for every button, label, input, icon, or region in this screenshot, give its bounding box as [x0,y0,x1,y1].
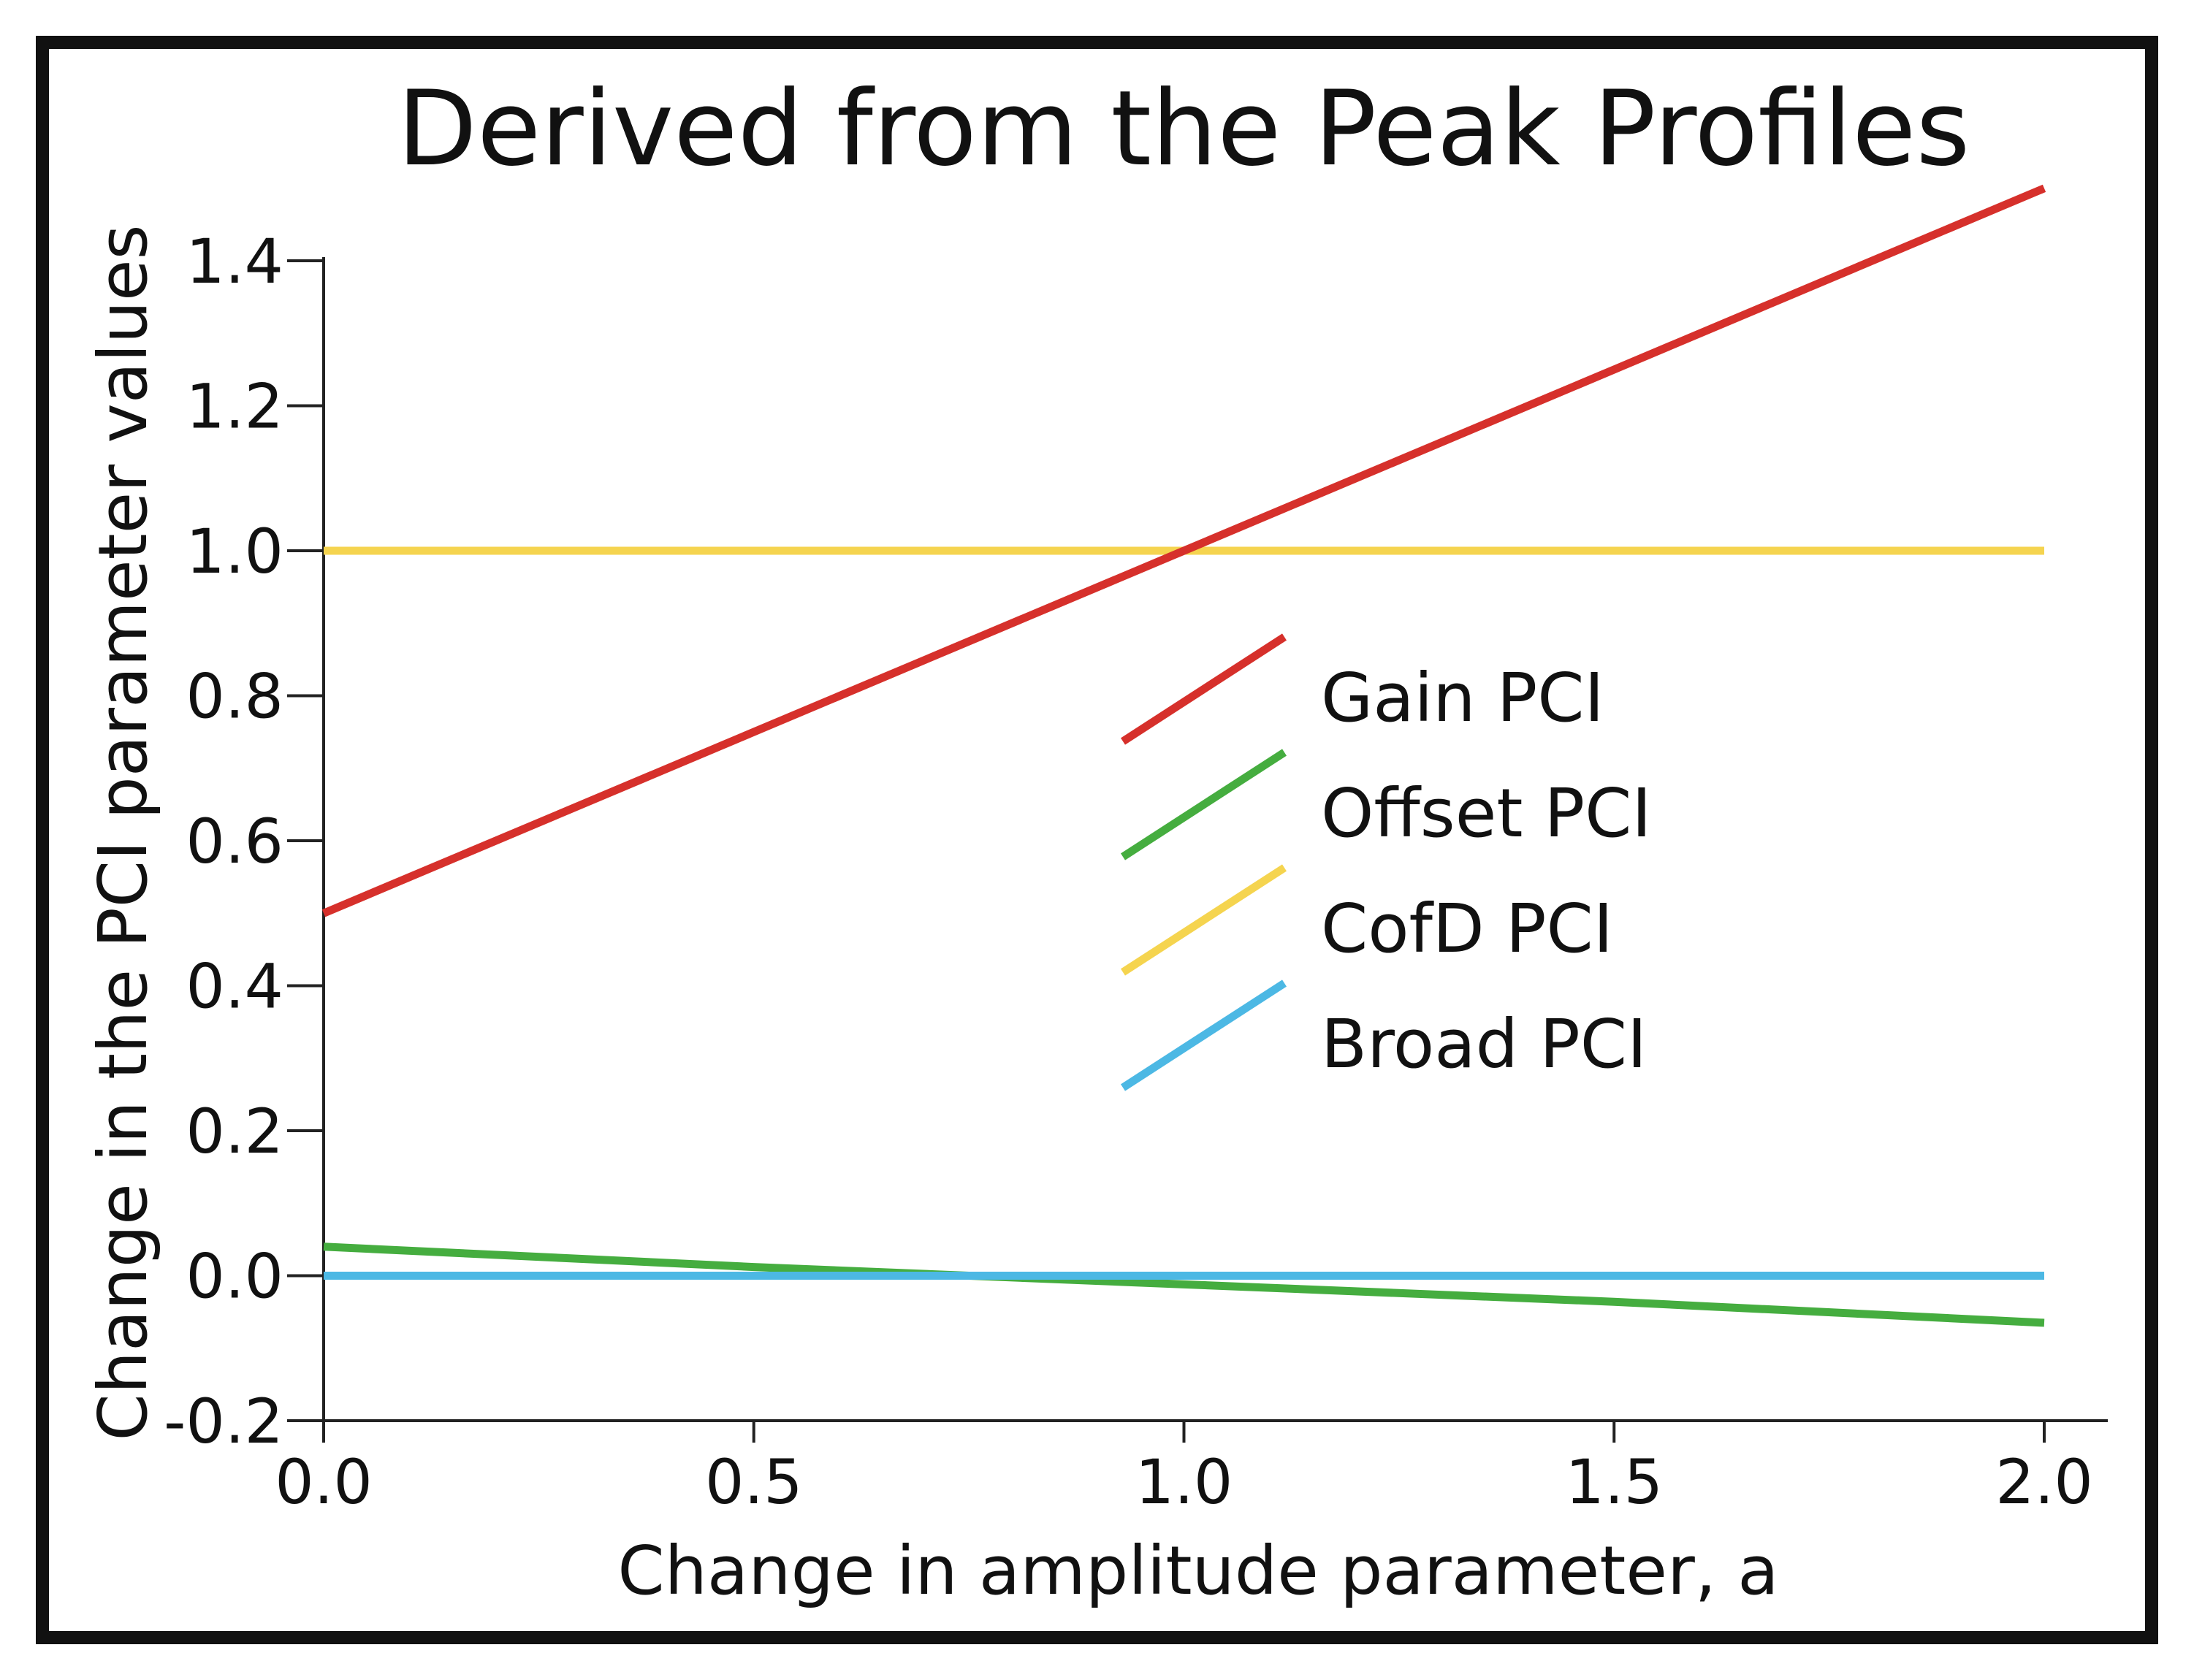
y-tick-label: 0.0 [186,1241,283,1313]
legend-swatch-cofd-pci [1121,864,1287,976]
axes-layer: -0.20.00.20.40.60.81.01.21.40.0 0.5 1.0 1.5… [164,226,2108,1518]
legend-swatch-gain-pci [1121,633,1287,745]
y-axis-label: Change in the PCI parameter values [84,224,162,1440]
series-line-gain-pci [321,184,2046,917]
legend-label-gain-pci: Gain PCI [1321,659,1604,737]
x-axis-label: Change in amplitude parameter, a [617,1532,1778,1610]
x-tick-label: 0.5 [705,1446,803,1518]
legend-swatch-offset-pci [1121,749,1287,860]
y-tick-label: 1.0 [186,516,283,587]
y-tick-label: 0.2 [186,1096,283,1167]
series-layer [321,184,2046,1327]
y-axis-label-group: Change in the PCI parameter values [84,224,162,1440]
x-tick-label: 1.5 [1565,1446,1663,1518]
chart-frame [36,36,2158,1644]
chart-title: Derived from the Peak Profiles [397,69,1970,189]
y-tick-label: -0.2 [164,1386,283,1457]
legend: Gain PCI Offset PCI CofD PCI Broad PCI [1121,633,1652,1091]
series-line-offset-pci [323,1242,2045,1327]
x-tick-label: 1.0 [1135,1446,1233,1518]
x-tick-label: 0.0 [275,1446,373,1518]
y-tick-label: 1.2 [186,371,283,443]
x-tick-label: 2.0 [1995,1446,2093,1518]
y-tick-label: 0.4 [186,951,283,1023]
y-tick-label: 1.4 [186,226,283,297]
y-tick-label: 0.6 [186,806,283,877]
y-tick-label: 0.8 [186,661,283,733]
legend-swatch-broad-pci [1121,980,1287,1091]
legend-label-offset-pci: Offset PCI [1321,774,1652,852]
legend-label-broad-pci: Broad PCI [1321,1005,1647,1083]
legend-label-cofd-pci: CofD PCI [1321,890,1613,968]
